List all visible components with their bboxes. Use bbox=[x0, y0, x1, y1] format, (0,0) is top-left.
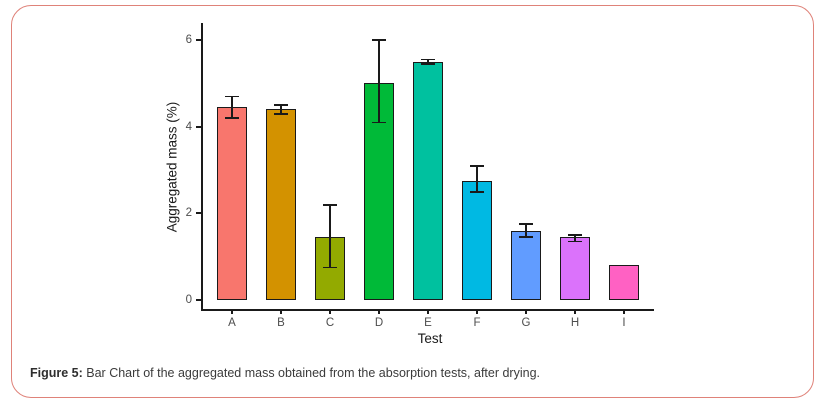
x-tick-label: G bbox=[521, 317, 531, 329]
bar-i bbox=[609, 265, 639, 300]
bar-c bbox=[315, 237, 345, 300]
bar-h bbox=[560, 237, 590, 300]
error-bar-cap bbox=[568, 234, 582, 236]
x-tick-label: D bbox=[374, 317, 384, 329]
figure-caption: Figure 5: Bar Chart of the aggregated ma… bbox=[30, 366, 800, 381]
x-tick-label: C bbox=[325, 317, 335, 329]
y-axis-title: Aggregated mass (%) bbox=[164, 101, 180, 233]
error-bar-cap bbox=[568, 240, 582, 243]
y-tick-label: 4 bbox=[185, 120, 192, 133]
bar-a bbox=[217, 107, 247, 300]
y-axis-line bbox=[201, 23, 203, 311]
error-bar-cap bbox=[323, 266, 337, 269]
error-bar-cap bbox=[421, 63, 435, 65]
figure-caption-label: Figure 5: bbox=[30, 366, 83, 380]
error-bar-line bbox=[329, 204, 331, 268]
x-axis-title: Test bbox=[417, 331, 443, 346]
error-bar-cap bbox=[225, 95, 239, 98]
x-tick-label: H bbox=[570, 317, 580, 329]
error-bar-cap bbox=[470, 190, 484, 193]
x-tick-label: B bbox=[277, 317, 285, 329]
figure-caption-text: Bar Chart of the aggregated mass obtaine… bbox=[82, 366, 540, 380]
y-tick-mark bbox=[196, 299, 202, 301]
error-bar-cap bbox=[274, 104, 288, 106]
x-tick-label: A bbox=[228, 317, 236, 329]
x-tick-mark bbox=[329, 309, 331, 314]
x-tick-mark bbox=[378, 309, 380, 314]
error-bar-line bbox=[476, 165, 478, 192]
x-tick-mark bbox=[623, 309, 625, 314]
error-bar-line bbox=[574, 235, 576, 242]
error-bar-line bbox=[231, 96, 233, 118]
x-tick-mark bbox=[574, 309, 576, 314]
y-tick-mark bbox=[196, 39, 202, 42]
bar-g bbox=[511, 230, 541, 300]
error-bar-cap bbox=[519, 223, 533, 226]
error-bar-cap bbox=[470, 164, 484, 167]
error-bar-line bbox=[427, 59, 429, 64]
error-bar-cap bbox=[421, 58, 435, 61]
figure-frame bbox=[11, 5, 814, 398]
x-tick-label: E bbox=[424, 317, 432, 329]
error-bar-cap bbox=[274, 112, 288, 115]
error-bar-cap bbox=[372, 121, 386, 124]
y-tick-mark bbox=[196, 125, 202, 128]
error-bar-line bbox=[378, 40, 380, 123]
x-tick-mark bbox=[427, 309, 429, 314]
y-tick-label: 6 bbox=[185, 34, 192, 47]
y-tick-label: 0 bbox=[185, 294, 192, 306]
error-bar-line bbox=[280, 105, 282, 114]
x-tick-label: I bbox=[622, 317, 626, 329]
error-bar-line bbox=[525, 224, 527, 238]
error-bar-cap bbox=[372, 39, 386, 41]
y-tick-label: 2 bbox=[185, 207, 192, 220]
error-bar-cap bbox=[519, 236, 533, 239]
bar-f bbox=[462, 180, 492, 300]
error-bar-cap bbox=[225, 117, 239, 119]
x-tick-mark bbox=[280, 309, 282, 314]
x-tick-label: F bbox=[473, 317, 481, 329]
x-tick-mark bbox=[525, 309, 527, 314]
y-tick-mark bbox=[196, 212, 202, 215]
x-tick-mark bbox=[476, 309, 478, 314]
error-bar-cap bbox=[323, 203, 337, 206]
bar-e bbox=[413, 61, 443, 300]
x-tick-mark bbox=[231, 309, 233, 314]
bar-b bbox=[266, 109, 296, 300]
